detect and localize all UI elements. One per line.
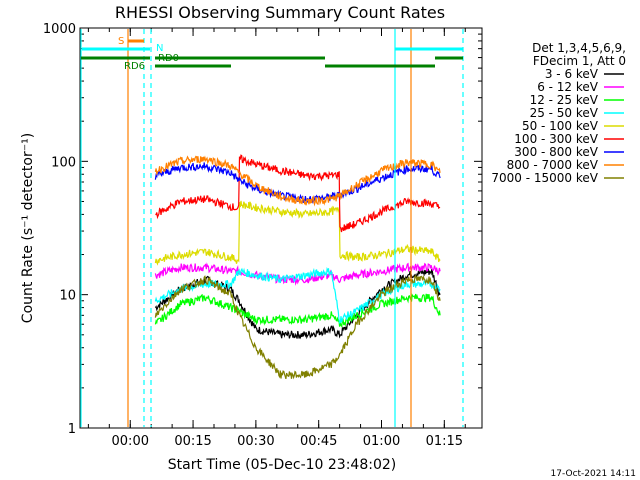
x-tick-label: 00:30 [237,434,274,449]
legend-title-line: FDecim 1, Att 0 [533,54,626,68]
legend-label: 6 - 12 keV [537,80,599,94]
series-line-7 [154,155,441,207]
legend-label: 3 - 6 keV [545,67,599,81]
legend-label: 800 - 7000 keV [507,158,599,172]
legend-label: 300 - 800 keV [514,145,598,159]
y-tick-label: 1 [68,422,76,437]
x-tick-label: 01:15 [426,434,463,449]
series-line-3 [154,266,441,324]
legend-label: 25 - 50 keV [530,106,599,120]
y-tick-label: 1000 [43,22,76,37]
legend-title-line: Det 1,3,4,5,6,9, [532,41,626,55]
legend-label: 12 - 25 keV [530,93,599,107]
series-line-6 [154,162,441,204]
plot-frame [79,27,483,429]
x-tick-label: 00:45 [300,434,337,449]
axes: 00:00 00:15 00:30 00:45 01:00 01:15 1 10 100 1000 [43,22,482,449]
series-line-4 [154,200,441,266]
flag-label: S [118,36,124,47]
x-tick-label: 01:00 [363,434,400,449]
x-axis-label: Start Time (05-Dec-10 23:48:02) [168,457,396,473]
x-tick-label: 00:00 [112,434,149,449]
flag-label: N [156,43,163,54]
y-tick-label: 100 [51,155,76,170]
legend-label: 50 - 100 keV [522,119,599,133]
y-axis-label: Count Rate (s⁻¹ detector⁻¹) [20,133,36,323]
legend-label: 100 - 300 keV [514,132,598,146]
series-line-1 [154,262,441,286]
flag-label: RD0 [158,53,179,64]
footer-date: 17-Oct-2021 14:11 [551,469,636,479]
chart-title: RHESSI Observing Summary Count Rates [115,3,445,22]
flag-label: RD6 [124,61,145,72]
y-tick-label: 10 [59,289,76,304]
series-line-2 [154,293,441,328]
legend-label: 7000 - 15000 keV [491,171,598,185]
series-line-5 [155,154,441,233]
x-tick-label: 00:15 [174,434,211,449]
legend: Det 1,3,4,5,6,9,FDecim 1, Att 03 - 6 keV… [491,41,626,185]
series-line-8 [154,274,441,380]
